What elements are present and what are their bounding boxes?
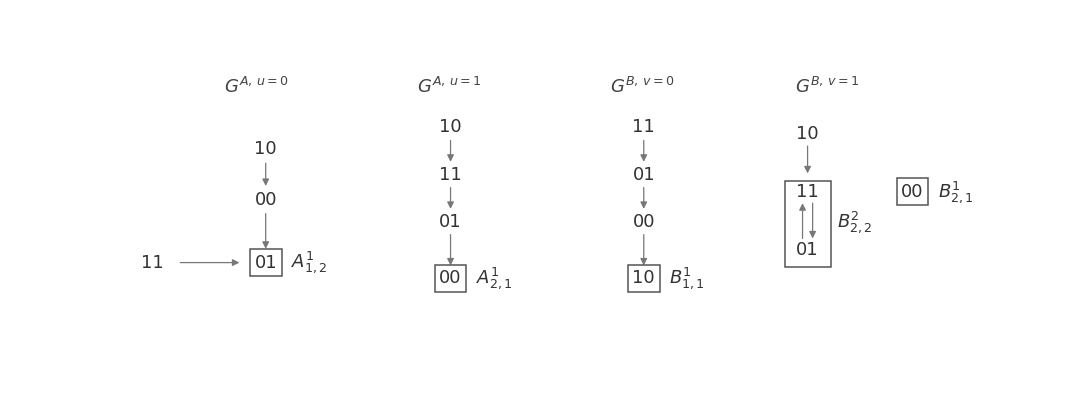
- Text: 10: 10: [632, 269, 655, 287]
- Text: $A^{1}_{1,2}$: $A^{1}_{1,2}$: [291, 250, 327, 275]
- Text: 00: 00: [901, 183, 924, 201]
- Text: 11: 11: [141, 254, 164, 272]
- Text: $G^{A,\,u=0}$: $G^{A,\,u=0}$: [223, 77, 288, 97]
- Text: 11: 11: [797, 183, 818, 201]
- Text: 10: 10: [255, 140, 278, 158]
- Text: $G^{A,\,u=1}$: $G^{A,\,u=1}$: [417, 77, 481, 97]
- Text: $G^{B,\,v=1}$: $G^{B,\,v=1}$: [795, 77, 860, 97]
- Text: $B^{1}_{2,1}$: $B^{1}_{2,1}$: [938, 179, 973, 205]
- Text: $A^{1}_{2,1}$: $A^{1}_{2,1}$: [476, 266, 513, 291]
- Text: 01: 01: [255, 254, 278, 272]
- Text: $B^{1}_{1,1}$: $B^{1}_{1,1}$: [669, 266, 705, 291]
- Text: 11: 11: [632, 118, 655, 137]
- Text: 10: 10: [439, 118, 462, 137]
- Text: 01: 01: [632, 166, 655, 184]
- Text: 01: 01: [797, 241, 818, 259]
- Text: 10: 10: [797, 125, 818, 143]
- Text: $B^{2}_{2,2}$: $B^{2}_{2,2}$: [837, 209, 873, 235]
- Text: $G^{B,\,v=0}$: $G^{B,\,v=0}$: [610, 77, 674, 97]
- FancyBboxPatch shape: [785, 181, 831, 267]
- Text: 00: 00: [255, 191, 278, 209]
- Text: 00: 00: [632, 213, 655, 231]
- Text: 11: 11: [439, 166, 462, 184]
- Text: 01: 01: [439, 213, 462, 231]
- Text: 00: 00: [439, 269, 462, 287]
